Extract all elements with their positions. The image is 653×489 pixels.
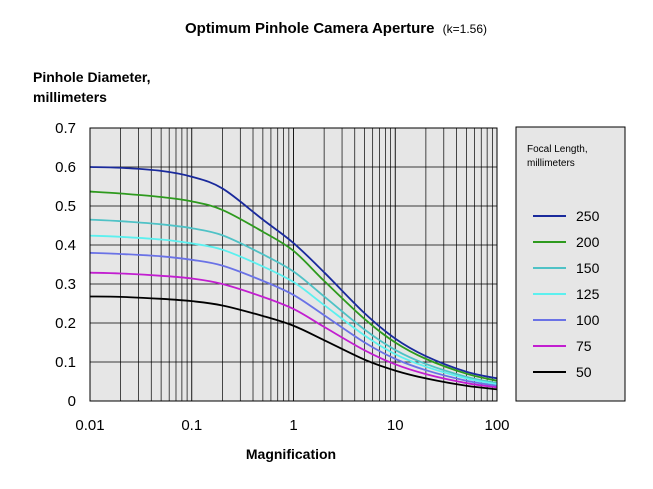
x-tick-label: 0.1 bbox=[181, 417, 202, 434]
x-tick-label: 10 bbox=[387, 417, 404, 434]
series-line-200 bbox=[89, 190, 498, 382]
x-axis-label: Magnification bbox=[246, 446, 336, 462]
plot-frame bbox=[89, 127, 498, 402]
y-tick-label: 0.4 bbox=[55, 237, 76, 254]
x-tick-label: 1 bbox=[289, 417, 297, 434]
legend-title-line1: Focal Length, bbox=[527, 144, 588, 155]
x-tick-label: 100 bbox=[484, 417, 509, 434]
legend-label-250: 250 bbox=[576, 208, 600, 224]
x-tick-label: 0.01 bbox=[75, 417, 104, 434]
x-tick-labels: 0.01 0.1 1 10 100 bbox=[75, 417, 509, 434]
y-tick-label: 0.3 bbox=[55, 276, 76, 293]
series-line-125 bbox=[89, 234, 498, 386]
legend-items: 250 200 150 125 100 75 50 bbox=[533, 208, 600, 380]
legend-label-150: 150 bbox=[576, 260, 600, 276]
y-tick-label: 0.5 bbox=[55, 198, 76, 215]
y-tick-label: 0 bbox=[68, 393, 76, 410]
legend-label-100: 100 bbox=[576, 312, 600, 328]
y-tick-label: 0.1 bbox=[55, 354, 76, 371]
legend-label-200: 200 bbox=[576, 234, 600, 250]
data-series bbox=[89, 166, 498, 391]
y-tick-labels: 0 0.1 0.2 0.3 0.4 0.5 0.6 0.7 bbox=[55, 120, 76, 410]
y-tick-label: 0.2 bbox=[55, 315, 76, 332]
y-axis-label-line1: Pinhole Diameter, bbox=[33, 69, 150, 85]
legend: Focal Length, millimeters 250 200 150 125 10… bbox=[515, 126, 626, 402]
series-line-100 bbox=[89, 251, 498, 387]
legend-label-125: 125 bbox=[576, 286, 600, 302]
legend-label-75: 75 bbox=[576, 338, 592, 354]
series-line-75 bbox=[89, 271, 498, 389]
series-line-150 bbox=[89, 218, 498, 384]
series-line-50 bbox=[89, 295, 498, 391]
y-tick-label: 0.6 bbox=[55, 159, 76, 176]
legend-box bbox=[515, 126, 626, 402]
legend-title-line2: millimeters bbox=[527, 158, 575, 169]
y-axis-label-line2: millimeters bbox=[33, 89, 107, 105]
chart-title: Optimum Pinhole Camera Aperture (k=1.56) bbox=[185, 20, 487, 37]
series-line-250 bbox=[89, 166, 498, 380]
y-tick-label: 0.7 bbox=[55, 120, 76, 137]
legend-label-50: 50 bbox=[576, 364, 592, 380]
grid-lines bbox=[89, 128, 497, 401]
